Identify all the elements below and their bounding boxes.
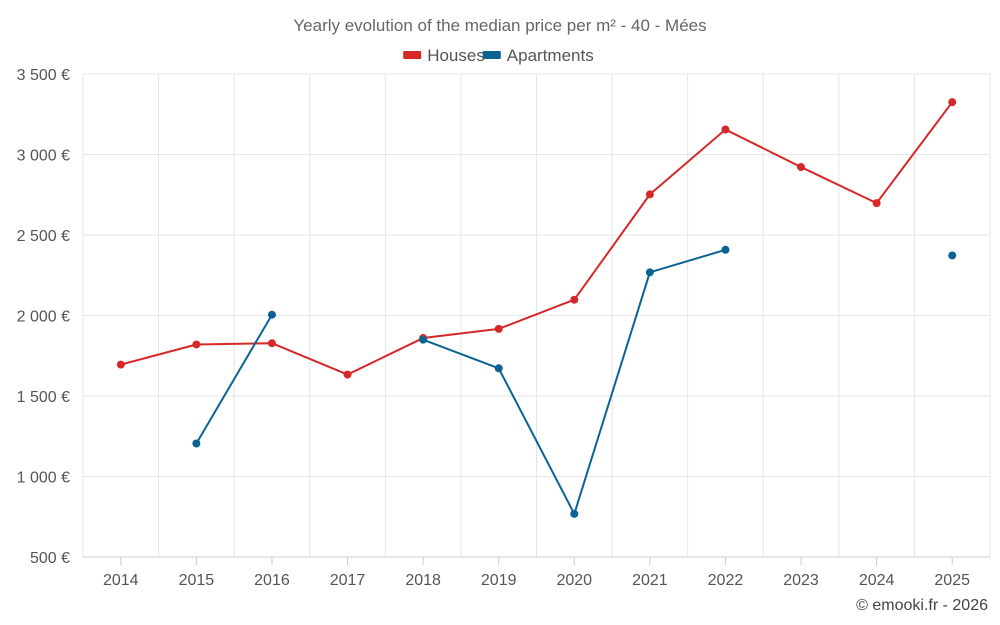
data-point[interactable]: [570, 295, 579, 304]
series-apartments: [192, 245, 957, 518]
y-tick-label: 2 000 €: [17, 309, 70, 326]
data-point[interactable]: [721, 245, 730, 254]
legend-item-houses[interactable]: Houses: [403, 46, 485, 65]
y-axis: 500 € 1 000 € 1 500 € 2 000 € 2 500 € 3 000 €…: [17, 67, 70, 567]
series: [116, 98, 957, 518]
data-point[interactable]: [419, 335, 428, 344]
data-point[interactable]: [948, 251, 957, 260]
data-point[interactable]: [267, 339, 276, 348]
grid: [82, 73, 991, 558]
data-point[interactable]: [267, 310, 276, 319]
legend-item-apartments[interactable]: Apartments: [482, 46, 594, 65]
x-tick-label: 2017: [330, 572, 366, 589]
x-tick-label: 2023: [783, 572, 819, 589]
legend-swatch: [403, 51, 422, 59]
data-point[interactable]: [494, 364, 503, 373]
data-point[interactable]: [116, 360, 125, 369]
data-point[interactable]: [872, 199, 881, 208]
data-point[interactable]: [797, 163, 806, 172]
legend-swatch: [482, 51, 501, 59]
x-tick-label: 2015: [179, 572, 215, 589]
legend: Houses Apartments: [403, 46, 594, 65]
data-point[interactable]: [192, 340, 201, 349]
x-tick-label: 2022: [708, 572, 744, 589]
x-tick-label: 2024: [859, 572, 895, 589]
y-tick-label: 500 €: [30, 550, 70, 567]
chart-title: Yearly evolution of the median price per…: [293, 16, 706, 35]
series-line: [195, 314, 273, 445]
x-tick-label: 2019: [481, 572, 517, 589]
data-point[interactable]: [721, 125, 730, 134]
series-line: [120, 101, 954, 376]
x-tick-label: 2021: [632, 572, 668, 589]
y-tick-label: 1 500 €: [17, 389, 70, 406]
legend-label: Houses: [427, 46, 485, 65]
data-point[interactable]: [192, 439, 201, 448]
x-tick-label: 2014: [103, 572, 139, 589]
x-tick-label: 2016: [254, 572, 290, 589]
credit-text: © emooki.fr - 2026: [856, 597, 988, 614]
y-tick-label: 2 500 €: [17, 228, 70, 245]
series-line: [422, 248, 726, 515]
x-tick-label: 2020: [556, 572, 592, 589]
data-point[interactable]: [948, 98, 957, 107]
y-tick-label: 1 000 €: [17, 470, 70, 487]
data-point[interactable]: [494, 324, 503, 333]
y-tick-label: 3 500 €: [17, 67, 70, 84]
x-tick-label: 2018: [405, 572, 441, 589]
data-point[interactable]: [343, 370, 352, 379]
data-point[interactable]: [645, 268, 654, 277]
y-tick-label: 3 000 €: [17, 148, 70, 165]
x-axis: 2014 2015 2016 2017 2018 2019 2020 2021 2022 2023…: [83, 556, 990, 589]
x-tick-label: 2025: [934, 572, 970, 589]
legend-label: Apartments: [507, 46, 594, 65]
data-point[interactable]: [645, 190, 654, 199]
data-point[interactable]: [570, 509, 579, 518]
